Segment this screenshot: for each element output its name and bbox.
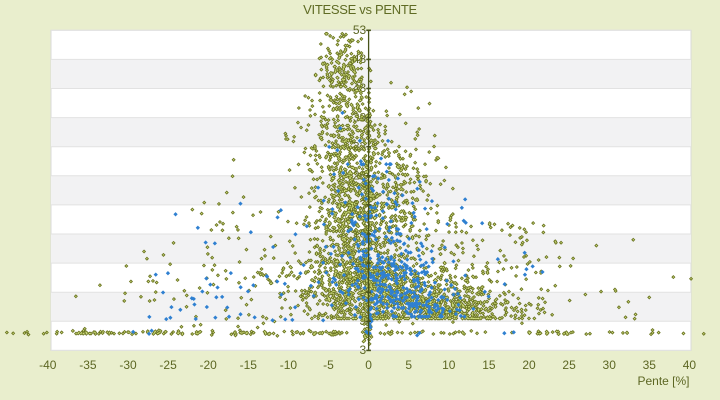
svg-text:-40: -40 (39, 358, 57, 372)
svg-text:0: 0 (365, 358, 372, 372)
svg-text:35: 35 (643, 358, 657, 372)
svg-text:VITESSE vs PENTE: VITESSE vs PENTE (303, 2, 417, 17)
svg-text:53: 53 (353, 23, 367, 37)
svg-text:-20: -20 (200, 358, 218, 372)
svg-text:-35: -35 (79, 358, 97, 372)
svg-text:20: 20 (522, 358, 536, 372)
svg-text:3: 3 (360, 343, 367, 357)
svg-text:-5: -5 (323, 358, 334, 372)
svg-text:40: 40 (683, 358, 697, 372)
svg-text:10: 10 (442, 358, 456, 372)
svg-text:Pente [%]: Pente [%] (637, 374, 689, 388)
svg-text:30: 30 (603, 358, 617, 372)
svg-text:-10: -10 (280, 358, 298, 372)
svg-text:5: 5 (405, 358, 412, 372)
svg-text:15: 15 (482, 358, 496, 372)
svg-text:-30: -30 (119, 358, 137, 372)
svg-text:-25: -25 (159, 358, 177, 372)
svg-text:25: 25 (562, 358, 576, 372)
svg-text:-15: -15 (240, 358, 258, 372)
